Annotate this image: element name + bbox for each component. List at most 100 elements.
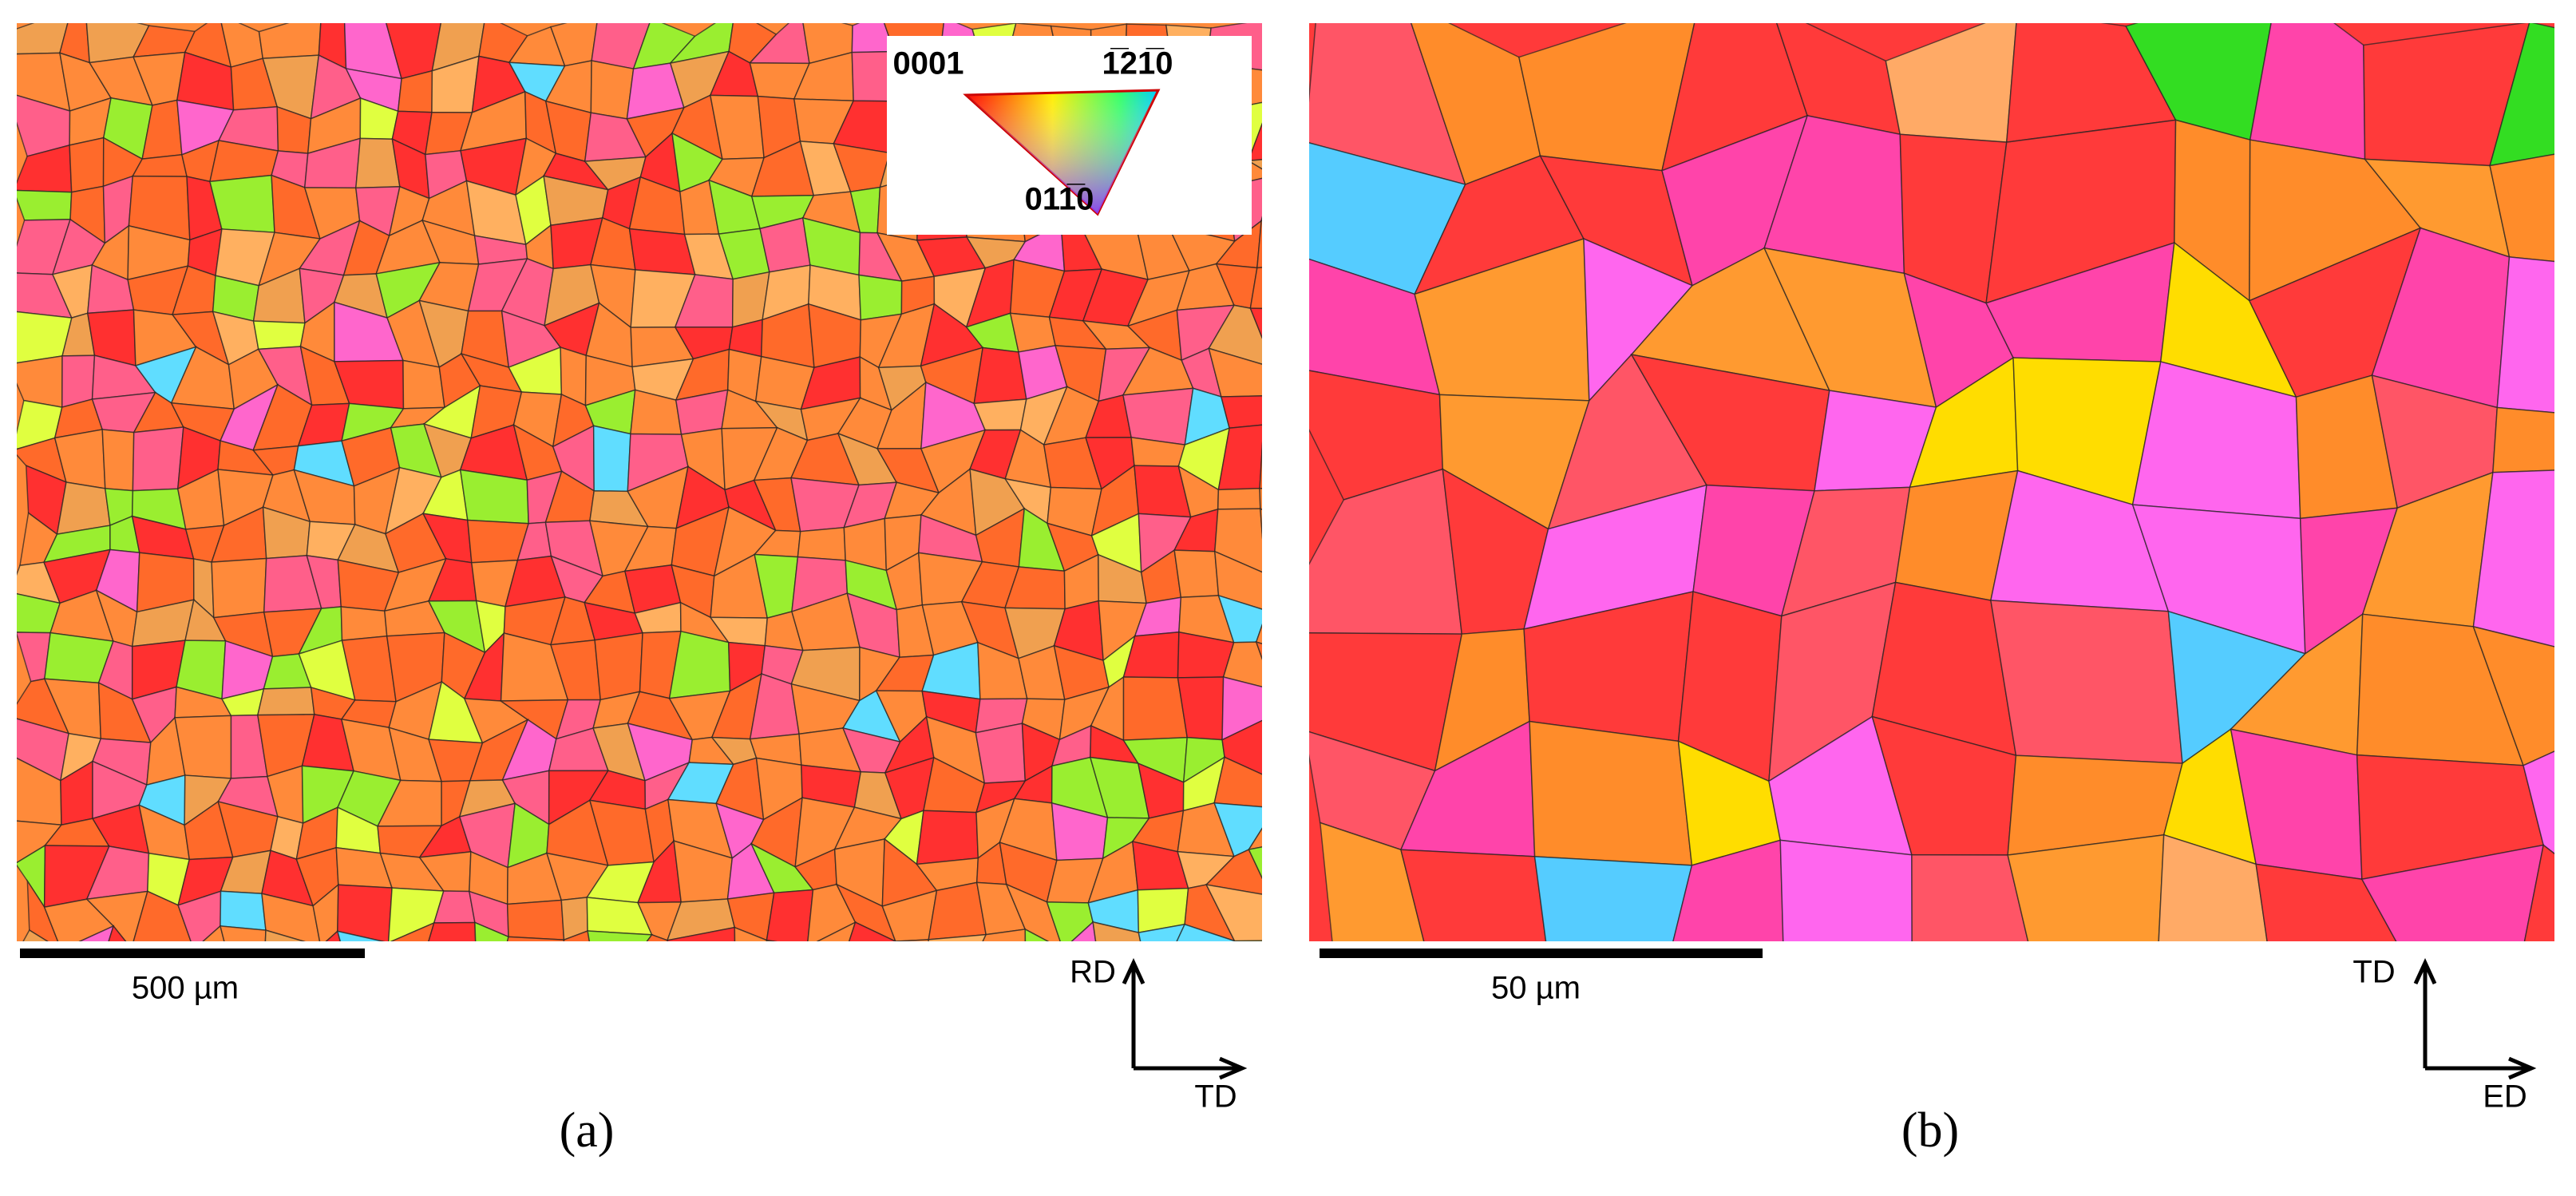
scale-bar-label: 50 µm xyxy=(1491,971,1581,1006)
grain xyxy=(592,425,631,493)
grain xyxy=(1213,756,1262,808)
grain xyxy=(2489,153,2554,263)
grain xyxy=(975,723,1027,784)
grain xyxy=(337,884,393,941)
grain xyxy=(1644,964,1815,1128)
grain xyxy=(1176,923,1236,941)
grain xyxy=(1249,307,1262,339)
grain xyxy=(1315,948,1441,1128)
grain xyxy=(1092,921,1142,941)
grain xyxy=(325,929,342,941)
grain xyxy=(895,939,930,941)
grain xyxy=(1024,928,1050,941)
grain xyxy=(816,921,857,941)
grain xyxy=(2496,256,2554,414)
grain xyxy=(1672,839,1784,941)
grain xyxy=(101,429,135,492)
grain xyxy=(973,347,1027,405)
grain xyxy=(1529,720,1693,866)
grain xyxy=(402,359,445,410)
grain xyxy=(299,987,354,1019)
grain xyxy=(263,980,303,1031)
grain xyxy=(1208,347,1262,398)
grain xyxy=(982,929,1027,941)
grain xyxy=(340,606,388,641)
grain xyxy=(1205,884,1262,941)
grain xyxy=(1205,849,1262,895)
grain xyxy=(835,883,896,941)
grain xyxy=(1259,488,1262,511)
grain xyxy=(45,968,113,1025)
grain xyxy=(421,968,477,1033)
grain xyxy=(766,889,814,941)
grain xyxy=(1911,853,2029,941)
grain xyxy=(766,939,778,941)
grain xyxy=(2007,834,2165,941)
grain xyxy=(549,968,605,1018)
grain xyxy=(474,921,509,941)
grain xyxy=(1070,921,1097,941)
grain xyxy=(1044,988,1102,1023)
grain xyxy=(1533,856,1693,941)
grain xyxy=(132,426,184,492)
grain xyxy=(506,936,565,941)
grain xyxy=(261,893,321,941)
ipf-legend: 0001 1̅21̅0 011̅0 xyxy=(887,36,1252,235)
grain xyxy=(965,970,1026,1030)
grain xyxy=(797,526,846,561)
grain xyxy=(1266,675,1308,729)
grain xyxy=(2013,996,2155,1114)
grain xyxy=(2472,625,2554,766)
grain xyxy=(684,986,735,1031)
grain xyxy=(848,921,896,941)
grain xyxy=(2472,469,2554,648)
orientation-axes xyxy=(2413,958,2537,1080)
axis-label: TD xyxy=(1194,1079,1237,1115)
grain xyxy=(1222,641,1262,688)
ebsd-map-b xyxy=(1309,23,2554,1138)
grain xyxy=(2523,750,2554,855)
grain xyxy=(211,557,267,619)
grain xyxy=(1912,964,2041,1108)
grain xyxy=(1263,941,1300,992)
grain xyxy=(26,878,59,941)
grain xyxy=(2392,986,2526,1138)
grain xyxy=(2523,844,2554,941)
grain xyxy=(340,976,401,1016)
grain xyxy=(1259,441,1262,489)
grain xyxy=(925,980,971,1031)
grain xyxy=(133,890,192,941)
grain xyxy=(85,890,148,941)
grain xyxy=(258,23,322,60)
grain xyxy=(1255,640,1262,660)
grain xyxy=(1247,122,1262,162)
grain xyxy=(1264,396,1312,430)
grain xyxy=(17,355,63,408)
axis-label: ED xyxy=(2483,1079,2527,1115)
grain xyxy=(594,632,643,701)
grain xyxy=(858,274,903,321)
grain xyxy=(336,930,386,941)
grain xyxy=(895,980,928,1014)
grain xyxy=(590,60,635,120)
grain xyxy=(916,810,979,865)
legend-label: 1̅21̅0 xyxy=(1102,46,1173,81)
grain xyxy=(794,980,849,1028)
grain xyxy=(1270,18,1307,71)
grain xyxy=(2115,998,2275,1115)
grain xyxy=(1271,363,1312,408)
grain xyxy=(1319,822,1425,941)
grain xyxy=(428,921,477,941)
grain xyxy=(2489,23,2554,167)
grain xyxy=(1221,719,1262,775)
grain xyxy=(1122,676,1189,741)
grain xyxy=(1779,839,1913,941)
grain xyxy=(1221,676,1262,741)
grain xyxy=(1256,220,1262,269)
scale-bar xyxy=(20,948,365,958)
scale-bar xyxy=(1320,948,1763,958)
grain xyxy=(1002,970,1051,1022)
grain xyxy=(264,929,306,941)
grain xyxy=(1255,624,1262,645)
grain xyxy=(1265,573,1316,611)
